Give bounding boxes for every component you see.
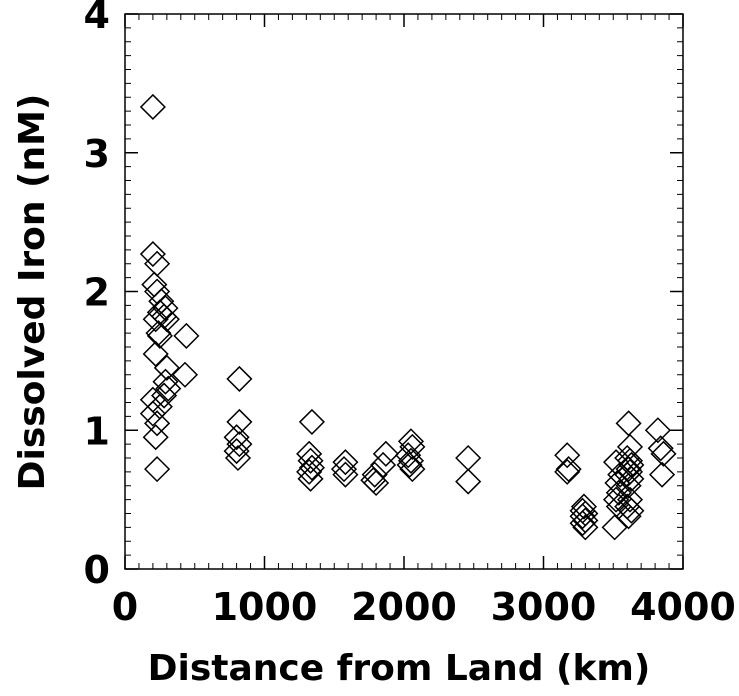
data-point	[569, 503, 596, 530]
data-point	[142, 340, 169, 367]
data-point	[332, 461, 359, 488]
data-point	[139, 386, 166, 413]
data-point	[139, 240, 166, 268]
data-point	[226, 365, 253, 392]
data-point	[226, 408, 253, 435]
data-point	[605, 479, 632, 506]
data-point	[601, 514, 628, 541]
y-axis-title: Dissolved Iron (nM)	[12, 94, 53, 491]
minor-ticks	[125, 14, 683, 569]
y-tick-label: 4	[84, 0, 110, 37]
data-point	[396, 451, 423, 478]
data-point	[455, 444, 482, 472]
x-tick-labels: 0 1000 2000 3000 4000	[112, 585, 736, 629]
data-point	[618, 497, 645, 524]
data-point	[618, 465, 645, 492]
data-point	[649, 461, 676, 488]
data-point	[615, 503, 642, 530]
y-tick-labels: 0 1 2 3 4	[84, 0, 110, 592]
y-tick-label: 0	[84, 548, 110, 592]
data-point	[139, 93, 166, 121]
x-tick-label: 4000	[630, 585, 736, 629]
data-point	[144, 410, 171, 437]
data-point	[173, 322, 200, 349]
y-tick-label: 3	[84, 132, 110, 176]
x-tick-label: 1000	[212, 585, 318, 629]
data-point	[332, 449, 359, 476]
data-point	[370, 451, 397, 478]
data-point	[570, 493, 598, 520]
data-point	[615, 456, 642, 483]
data-point	[569, 510, 596, 537]
data-point	[555, 456, 582, 483]
data-point	[224, 444, 252, 472]
data-point	[602, 486, 630, 513]
data-point	[572, 514, 599, 541]
data-point	[298, 408, 325, 435]
data-point	[226, 431, 253, 458]
data-point	[399, 456, 426, 483]
data-point	[144, 456, 171, 483]
data-point	[361, 461, 388, 488]
data-point	[223, 424, 250, 451]
data-point	[297, 465, 324, 492]
data-point	[395, 442, 422, 469]
data-point	[399, 433, 426, 460]
data-point	[223, 438, 250, 465]
data-point	[152, 295, 179, 322]
data-point	[296, 440, 323, 467]
y-tick-label: 2	[84, 271, 110, 315]
data-point	[153, 354, 180, 381]
data-point	[616, 447, 644, 474]
data-point	[298, 454, 325, 481]
data-point	[554, 442, 581, 469]
data-point	[363, 469, 390, 497]
data-point	[171, 361, 199, 388]
data-point	[142, 306, 169, 333]
data-point	[152, 368, 179, 395]
data-point	[372, 440, 399, 467]
data-point	[144, 250, 171, 277]
x-tick-label: 3000	[491, 585, 597, 629]
data-point	[139, 400, 166, 427]
data-point	[155, 375, 182, 402]
x-tick-label: 0	[112, 585, 138, 629]
major-ticks	[124, 13, 684, 570]
data-point	[647, 435, 674, 462]
data-point	[455, 468, 482, 495]
x-axis-title: Distance from Land (km)	[148, 648, 651, 689]
data-point	[615, 410, 642, 437]
x-tick-label: 2000	[351, 585, 457, 629]
data-point	[397, 447, 425, 474]
data-points	[139, 93, 677, 541]
plot-frame	[124, 13, 684, 570]
data-point	[644, 417, 671, 444]
data-point	[146, 322, 173, 349]
data-point	[330, 456, 358, 483]
data-point	[615, 472, 642, 499]
y-tick-label: 1	[84, 409, 110, 453]
data-point	[554, 458, 581, 485]
data-point	[616, 486, 644, 513]
data-point	[142, 424, 169, 451]
data-point	[297, 447, 324, 474]
data-point	[650, 440, 677, 467]
data-point	[296, 458, 323, 485]
